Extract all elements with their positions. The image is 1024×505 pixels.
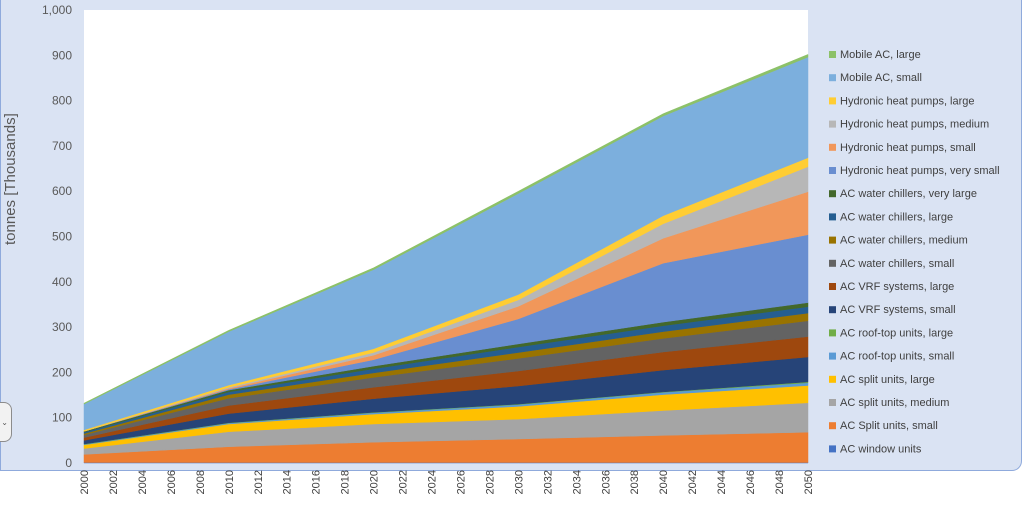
y-axis-title: tonnes [Thousands] (2, 113, 22, 245)
x-tick-label: 2008 (195, 470, 207, 494)
legend-swatch (829, 375, 836, 383)
legend-swatch (829, 143, 836, 151)
x-tick-label: 2012 (253, 470, 265, 494)
x-tick-label: 2044 (716, 470, 728, 494)
y-tick-label: 600 (52, 184, 72, 198)
x-tick-label: 2048 (774, 470, 786, 494)
x-tick-label: 2030 (513, 470, 525, 494)
legend-label: AC window units (840, 443, 922, 455)
legend-swatch (829, 306, 836, 314)
x-tick-label: 2022 (398, 470, 410, 494)
y-tick-label: 200 (52, 365, 72, 379)
x-tick-label: 2026 (455, 470, 467, 494)
legend-label: Mobile AC, small (840, 72, 922, 84)
area-series-group (83, 54, 809, 464)
legend-label: AC water chillers, large (840, 211, 953, 223)
y-axis: 0 100 200 300 400 500 600 700 800 900 1,000 (42, 3, 72, 470)
y-tick-label: 1,000 (42, 3, 72, 17)
legend-swatch (829, 329, 836, 337)
legend-label: AC VRF systems, large (840, 281, 954, 293)
x-tick-label: 2040 (658, 470, 670, 494)
legend-label: AC water chillers, very large (840, 188, 977, 200)
y-tick-label: 700 (52, 139, 72, 153)
x-tick-label: 2004 (137, 470, 149, 494)
x-tick-label: 2006 (166, 470, 178, 494)
y-tick-label: 0 (65, 456, 72, 470)
y-tick-label: 100 (52, 411, 72, 425)
y-axis-title-text: tonnes [Thousands] (2, 113, 19, 245)
legend-label: AC roof-top units, small (840, 351, 954, 363)
legend-swatch (829, 51, 836, 58)
y-tick-label: 800 (52, 94, 72, 108)
x-tick-label: 2032 (542, 470, 554, 494)
y-tick-label: 400 (52, 275, 72, 289)
legend-label: Hydronic heat pumps, large (840, 95, 975, 107)
legend-label: AC split units, large (840, 374, 935, 386)
x-axis: 2000 2002 2004 2006 2008 2010 2012 2014 2016 2018… (79, 470, 815, 494)
x-tick-label: 2000 (79, 470, 91, 494)
legend-label: AC roof-top units, large (840, 327, 953, 339)
resize-handle[interactable]: ⌄ (0, 402, 12, 442)
x-tick-label: 2020 (369, 470, 381, 494)
legend-swatch (829, 97, 836, 105)
x-tick-label: 2016 (311, 470, 323, 494)
legend-swatch (829, 213, 836, 221)
x-tick-label: 2014 (282, 470, 294, 494)
legend-swatch (829, 236, 836, 244)
x-tick-label: 2034 (571, 470, 583, 494)
legend-label: AC water chillers, small (840, 258, 954, 270)
legend-label: AC split units, medium (840, 397, 949, 409)
legend-label: Hydronic heat pumps, medium (840, 119, 989, 131)
x-tick-label: 2042 (687, 470, 699, 494)
x-tick-label: 2018 (340, 470, 352, 494)
legend-label: AC Split units, small (840, 420, 938, 432)
legend-swatch (829, 190, 836, 198)
legend-swatch (829, 167, 836, 174)
legend-swatch (829, 445, 836, 453)
x-tick-label: 2010 (224, 470, 236, 494)
legend-label: Mobile AC, large (840, 49, 921, 61)
legend: Mobile AC, large Mobile AC, small Hydronic… (829, 49, 1000, 455)
y-tick-label: 900 (52, 48, 72, 62)
y-tick-label: 500 (52, 230, 72, 244)
x-tick-label: 2036 (600, 470, 612, 494)
legend-swatch (829, 259, 836, 267)
legend-swatch (829, 422, 836, 430)
legend-swatch (829, 399, 836, 406)
legend-swatch (829, 74, 836, 82)
x-tick-label: 2038 (629, 470, 641, 494)
area-mobile-ac-large (83, 54, 809, 405)
legend-swatch (829, 120, 836, 128)
legend-swatch (829, 352, 836, 360)
x-tick-label: 2028 (484, 470, 496, 494)
x-tick-label: 2002 (108, 470, 120, 494)
x-tick-label: 2024 (427, 470, 439, 494)
legend-label: AC VRF systems, small (840, 304, 956, 316)
y-tick-label: 300 (52, 320, 72, 334)
x-tick-label: 2050 (803, 470, 815, 494)
legend-label: Hydronic heat pumps, small (840, 142, 976, 154)
x-tick-label: 2046 (745, 470, 757, 494)
legend-swatch (829, 283, 836, 290)
legend-label: Hydronic heat pumps, very small (840, 165, 1000, 177)
legend-label: AC water chillers, medium (840, 235, 968, 247)
